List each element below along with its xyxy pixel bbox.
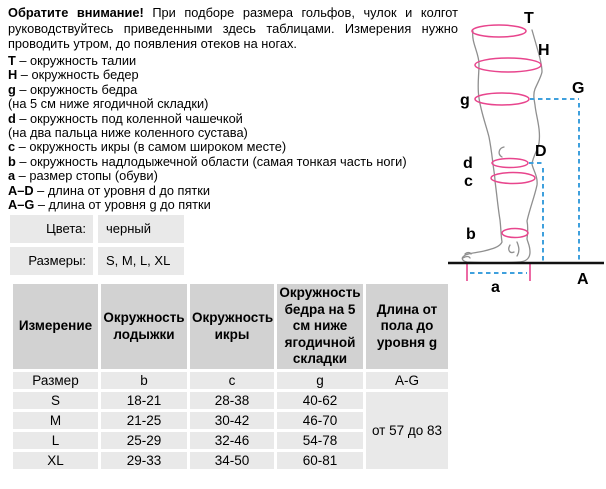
calf-ellipse-c (490, 171, 536, 185)
definition-key: A–D (8, 182, 34, 198)
table-cell: 29-33 (98, 449, 190, 472)
label-g: g (460, 92, 470, 109)
table-row: L 25-29 32-46 54-78 (10, 429, 450, 452)
definition-line: g – окружность бедра (8, 81, 468, 97)
notice-text: При подборе размера гольфов, чулок и кол… (8, 5, 458, 51)
definition-key: H (8, 67, 18, 83)
table-cell: 54-78 (274, 429, 366, 452)
leg-diagram: T H G g d D c b a A (448, 10, 604, 295)
definition-text: – окружность надлодыжечной области (сама… (15, 153, 407, 169)
notice-emphasis: Обратите внимание! (8, 5, 144, 20)
table-cell: 18-21 (98, 389, 190, 412)
attribute-table: Цвета: черный Размеры: S, M, L, XL (10, 215, 184, 279)
table-cell: 32-46 (187, 429, 277, 452)
definition-line: c – окружность икры (в самом широком мес… (8, 140, 468, 154)
heel-detail (508, 244, 515, 254)
label-H: H (538, 42, 550, 59)
definition-key: a (8, 168, 16, 184)
column-header-measurement: Измерение (10, 281, 101, 372)
definition-line: A–D – длина от уровня d до пятки (8, 182, 468, 198)
table-cell: S (10, 389, 101, 412)
toes-detail (462, 251, 472, 259)
subheader-cell: g (274, 369, 366, 392)
column-header-length: Длина от пола до уровня g (363, 281, 451, 372)
label-A: A (577, 271, 589, 288)
colors-value-cell: черный (98, 215, 184, 243)
definition-key: d (8, 110, 16, 126)
definition-line: a – размер стопы (обуви) (8, 169, 468, 183)
table-cell: 60-81 (274, 449, 366, 472)
size-table: Измерение Окружность лодыжки Окружность … (10, 281, 451, 472)
column-header-ankle: Окружность лодыжки (98, 281, 190, 372)
definition-line: (на 5 см ниже ягодичной складки) (8, 97, 468, 111)
label-b: b (466, 226, 476, 243)
table-row: M 21-25 30-42 46-70 (10, 409, 450, 432)
definition-text: – окружность под коленной чашечкой (15, 110, 243, 126)
definition-line: A–G – длина от уровня g до пятки (8, 197, 468, 213)
definition-text: – окружность икры (в самом широком месте… (15, 139, 287, 155)
subheader-cell: c (187, 369, 277, 392)
definition-text: – длина от уровня g до пятки (34, 197, 211, 213)
measurement-definitions: T – окружность талии H – окружность беде… (8, 53, 468, 213)
definition-key: A–G (8, 197, 35, 213)
label-c: c (464, 173, 473, 190)
definition-key: b (8, 153, 16, 169)
definition-line: (на два пальца ниже коленного сустава) (8, 125, 468, 141)
label-d: d (463, 155, 473, 172)
definition-text: – длина от уровня d до пятки (33, 182, 211, 198)
knee-ellipse-d (491, 157, 529, 169)
table-cell: 34-50 (187, 449, 277, 472)
subheader-cell: b (98, 369, 190, 392)
column-header-calf: Окружность икры (187, 281, 277, 372)
sizes-value-cell: S, M, L, XL (98, 247, 184, 275)
definition-line: H – окружность бедер (8, 68, 468, 82)
definition-line: d – окружность под коленной чашечкой (8, 110, 468, 126)
label-D: D (535, 143, 547, 160)
subheader-cell: Размер (10, 369, 101, 392)
table-cell: 40-62 (274, 389, 366, 412)
kneecap-detail (498, 146, 505, 158)
definition-text: – размер стопы (обуви) (15, 168, 158, 184)
subheader-row: Размер b c g A-G (10, 369, 451, 392)
thigh-ellipse-g (474, 92, 530, 106)
definition-text: – окружность талии (15, 53, 137, 68)
definition-line: T – окружность талии (8, 53, 468, 68)
definition-text: – окружность бедер (17, 67, 139, 83)
definition-text: – окружность бедра (15, 81, 138, 97)
header-row: Измерение Окружность лодыжки Окружность … (10, 281, 451, 372)
definition-text: (на 5 см ниже ягодичной складки) (8, 96, 209, 112)
definition-line: b – окружность надлодыжечной области (са… (8, 153, 468, 169)
waist-ellipse-T (471, 24, 527, 38)
column-header-thigh: Окружность бедра на 5 см ниже ягодичной … (274, 281, 366, 372)
definition-key: T (8, 53, 16, 68)
table-row: S 18-21 28-38 40-62 от 57 до 83 (10, 389, 451, 472)
merged-length-cell: от 57 до 83 (363, 389, 451, 472)
subheader-cell: A-G (363, 369, 451, 392)
label-a: a (491, 279, 500, 295)
definition-text: (на два пальца ниже коленного сустава) (8, 125, 248, 141)
table-cell: 21-25 (98, 409, 190, 432)
hip-ellipse-H (474, 57, 542, 73)
ankle-ellipse-b (501, 227, 529, 239)
colors-row: Цвета: черный (10, 215, 184, 243)
table-cell: 25-29 (98, 429, 190, 452)
definition-key: c (8, 139, 16, 155)
table-cell: L (10, 429, 101, 452)
definition-key: g (8, 81, 16, 97)
sizes-row: Размеры: S, M, L, XL (10, 247, 184, 275)
table-cell: 30-42 (187, 409, 277, 432)
notice-paragraph: Обратите внимание! При подборе размера г… (8, 5, 458, 52)
table-cell: 46-70 (274, 409, 366, 432)
label-T: T (524, 10, 534, 27)
ankle-detail (516, 241, 520, 257)
table-cell: M (10, 409, 101, 432)
label-G: G (572, 80, 584, 97)
sizes-label-cell: Размеры: (10, 247, 93, 275)
table-row: XL 29-33 34-50 60-81 (10, 449, 450, 472)
colors-label-cell: Цвета: (10, 215, 93, 243)
table-cell: 28-38 (187, 389, 277, 412)
table-cell: XL (10, 449, 101, 472)
